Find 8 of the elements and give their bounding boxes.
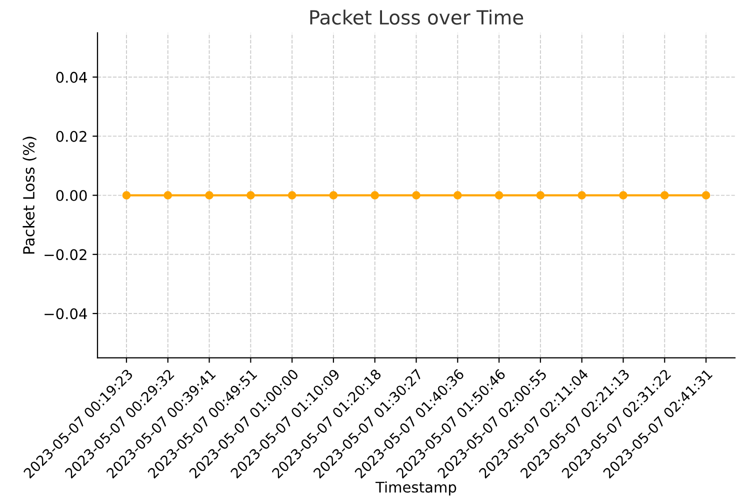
x-axis-title: Timestamp [376,481,456,496]
y-tick-label: −0.02 [44,249,86,260]
y-axis-title: Packet Loss (%) [22,136,36,254]
chart-title: Packet Loss over Time [310,10,524,25]
y-tick-label: 0.02 [56,130,86,142]
y-tick-label: 0.00 [56,190,87,202]
y-tick-label: −0.04 [44,308,87,320]
y-tick-label: 0.04 [56,72,87,83]
